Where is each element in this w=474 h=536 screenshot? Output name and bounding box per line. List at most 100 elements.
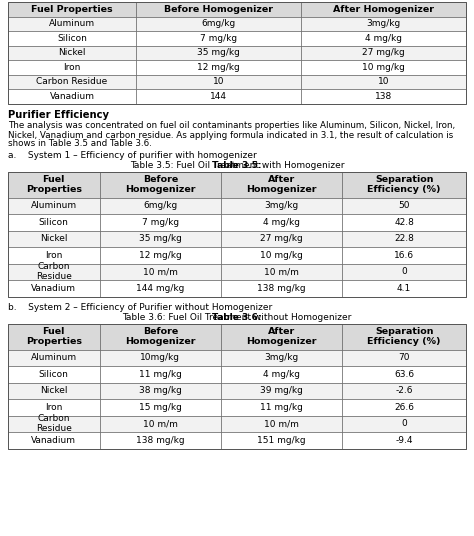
Bar bbox=[301, 2, 466, 17]
Bar bbox=[100, 230, 221, 247]
Bar bbox=[8, 432, 100, 449]
Bar bbox=[136, 17, 301, 31]
Text: After Homogenizer: After Homogenizer bbox=[333, 5, 434, 14]
Text: 3mg/kg: 3mg/kg bbox=[264, 353, 299, 362]
Text: 6mg/kg: 6mg/kg bbox=[143, 201, 177, 210]
Bar bbox=[8, 399, 100, 415]
Text: 138: 138 bbox=[375, 92, 392, 101]
Text: Carbon Residue: Carbon Residue bbox=[36, 77, 108, 86]
Text: 70: 70 bbox=[399, 353, 410, 362]
Bar bbox=[342, 324, 466, 349]
Text: Nickel: Nickel bbox=[40, 386, 68, 395]
Bar bbox=[8, 2, 466, 103]
Text: Vanadium: Vanadium bbox=[31, 284, 76, 293]
Text: 10 m/m: 10 m/m bbox=[143, 267, 178, 276]
Bar bbox=[342, 172, 466, 197]
Bar bbox=[136, 2, 301, 17]
Text: 7 mg/kg: 7 mg/kg bbox=[200, 34, 237, 43]
Bar bbox=[100, 399, 221, 415]
Text: 144 mg/kg: 144 mg/kg bbox=[136, 284, 184, 293]
Text: shows in Table 3.5 and Table 3.6.: shows in Table 3.5 and Table 3.6. bbox=[8, 139, 152, 148]
Bar bbox=[8, 172, 100, 197]
Text: -9.4: -9.4 bbox=[395, 436, 413, 445]
Text: Nickel: Nickel bbox=[58, 48, 86, 57]
Text: 10mg/kg: 10mg/kg bbox=[140, 353, 180, 362]
Bar bbox=[221, 349, 342, 366]
Bar bbox=[100, 247, 221, 264]
Text: 4 mg/kg: 4 mg/kg bbox=[263, 370, 300, 379]
Bar bbox=[100, 349, 221, 366]
Text: 15 mg/kg: 15 mg/kg bbox=[139, 403, 182, 412]
Text: 27 mg/kg: 27 mg/kg bbox=[260, 234, 303, 243]
Bar bbox=[8, 197, 100, 214]
Text: 10: 10 bbox=[213, 77, 224, 86]
Text: After
Homogenizer: After Homogenizer bbox=[246, 327, 317, 346]
Bar bbox=[100, 264, 221, 280]
Bar bbox=[221, 264, 342, 280]
Bar bbox=[342, 415, 466, 432]
Text: 144: 144 bbox=[210, 92, 227, 101]
Text: Carbon
Residue: Carbon Residue bbox=[36, 262, 72, 281]
Bar bbox=[8, 172, 466, 296]
Text: Nickel: Nickel bbox=[40, 234, 68, 243]
Text: Table 3.6:: Table 3.6: bbox=[212, 314, 261, 323]
Bar bbox=[301, 31, 466, 46]
Text: Before
Homogenizer: Before Homogenizer bbox=[125, 175, 196, 194]
Text: 12 mg/kg: 12 mg/kg bbox=[139, 251, 182, 260]
Text: 10: 10 bbox=[378, 77, 389, 86]
Bar bbox=[8, 75, 136, 89]
Text: Aluminum: Aluminum bbox=[31, 201, 77, 210]
Bar bbox=[100, 324, 221, 349]
Bar bbox=[301, 46, 466, 60]
Bar bbox=[342, 280, 466, 296]
Bar bbox=[221, 214, 342, 230]
Text: 138 mg/kg: 138 mg/kg bbox=[136, 436, 184, 445]
Bar bbox=[8, 46, 136, 60]
Bar bbox=[8, 247, 100, 264]
Text: 6mg/kg: 6mg/kg bbox=[201, 19, 236, 28]
Bar bbox=[221, 399, 342, 415]
Bar bbox=[8, 324, 100, 349]
Text: After
Homogenizer: After Homogenizer bbox=[246, 175, 317, 194]
Bar bbox=[136, 75, 301, 89]
Bar bbox=[342, 214, 466, 230]
Bar bbox=[136, 31, 301, 46]
Bar bbox=[221, 172, 342, 197]
Text: Separation
Efficiency (%): Separation Efficiency (%) bbox=[367, 327, 441, 346]
Text: b.    System 2 – Efficiency of Purifier without Homogenizer: b. System 2 – Efficiency of Purifier wit… bbox=[8, 303, 272, 312]
Bar bbox=[8, 324, 466, 449]
Text: Table 3.5: Fuel Oil Treatment with Homogenizer: Table 3.5: Fuel Oil Treatment with Homog… bbox=[130, 161, 344, 170]
Text: 35 mg/kg: 35 mg/kg bbox=[139, 234, 182, 243]
Text: 26.6: 26.6 bbox=[394, 403, 414, 412]
Bar bbox=[8, 214, 100, 230]
Bar bbox=[8, 349, 100, 366]
Text: 10 mg/kg: 10 mg/kg bbox=[260, 251, 303, 260]
Bar bbox=[221, 247, 342, 264]
Bar bbox=[8, 89, 136, 103]
Bar bbox=[136, 46, 301, 60]
Text: Separation
Efficiency (%): Separation Efficiency (%) bbox=[367, 175, 441, 194]
Bar bbox=[100, 383, 221, 399]
Text: 42.8: 42.8 bbox=[394, 218, 414, 227]
Bar bbox=[342, 366, 466, 383]
Text: 10 m/m: 10 m/m bbox=[264, 267, 299, 276]
Text: 27 mg/kg: 27 mg/kg bbox=[362, 48, 405, 57]
Text: Iron: Iron bbox=[45, 403, 63, 412]
Bar bbox=[342, 383, 466, 399]
Bar bbox=[221, 324, 342, 349]
Text: 10 m/m: 10 m/m bbox=[264, 419, 299, 428]
Text: 12 mg/kg: 12 mg/kg bbox=[197, 63, 240, 72]
Bar bbox=[301, 60, 466, 75]
Text: Vanadium: Vanadium bbox=[50, 92, 95, 101]
Text: Iron: Iron bbox=[45, 251, 63, 260]
Text: Silicon: Silicon bbox=[39, 218, 69, 227]
Text: Fuel
Properties: Fuel Properties bbox=[26, 327, 82, 346]
Text: 10 m/m: 10 m/m bbox=[143, 419, 178, 428]
Bar bbox=[342, 197, 466, 214]
Bar bbox=[8, 2, 136, 17]
Bar bbox=[342, 247, 466, 264]
Text: 22.8: 22.8 bbox=[394, 234, 414, 243]
Text: Carbon
Residue: Carbon Residue bbox=[36, 414, 72, 434]
Text: Aluminum: Aluminum bbox=[49, 19, 95, 28]
Text: 3mg/kg: 3mg/kg bbox=[366, 19, 401, 28]
